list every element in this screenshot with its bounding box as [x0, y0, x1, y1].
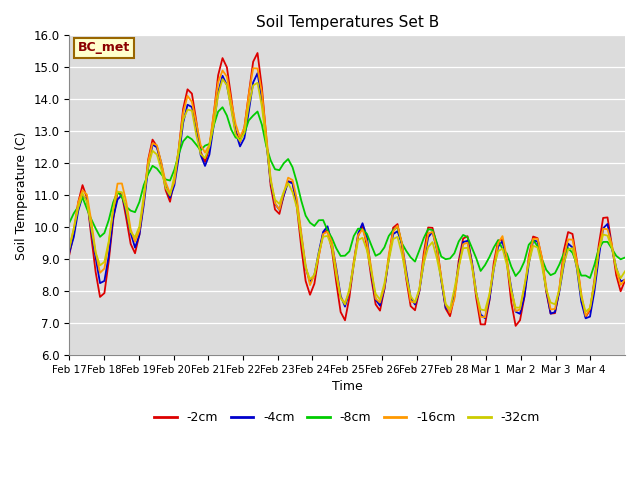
-4cm	[604, 221, 611, 227]
-16cm	[481, 314, 489, 320]
-4cm	[582, 315, 589, 321]
Y-axis label: Soil Temperature (C): Soil Temperature (C)	[15, 131, 28, 260]
-8cm	[604, 239, 611, 245]
-2cm	[604, 215, 611, 220]
Line: -2cm: -2cm	[69, 53, 625, 326]
-32cm	[298, 235, 305, 241]
-16cm	[621, 276, 629, 282]
X-axis label: Time: Time	[332, 381, 363, 394]
-16cm	[358, 227, 366, 232]
-16cm	[65, 244, 73, 250]
-8cm	[621, 255, 629, 261]
-8cm	[547, 272, 554, 278]
-4cm	[298, 232, 305, 238]
-32cm	[65, 245, 73, 251]
-8cm	[219, 104, 227, 110]
-2cm	[201, 159, 209, 165]
-2cm	[298, 244, 305, 250]
-4cm	[276, 207, 284, 213]
-8cm	[298, 198, 305, 204]
-32cm	[582, 309, 589, 314]
-2cm	[65, 252, 73, 257]
Line: -16cm: -16cm	[69, 68, 625, 317]
-2cm	[358, 222, 366, 228]
-8cm	[586, 275, 594, 281]
-4cm	[621, 277, 629, 283]
Line: -32cm: -32cm	[69, 79, 625, 312]
-8cm	[276, 167, 284, 173]
Title: Soil Temperatures Set B: Soil Temperatures Set B	[255, 15, 439, 30]
-2cm	[253, 50, 261, 56]
-32cm	[276, 201, 284, 207]
Text: BC_met: BC_met	[77, 41, 130, 54]
-32cm	[201, 155, 209, 161]
-32cm	[621, 268, 629, 274]
-2cm	[512, 323, 520, 329]
-16cm	[551, 306, 559, 312]
-2cm	[551, 310, 559, 316]
-32cm	[604, 233, 611, 239]
-32cm	[219, 76, 227, 82]
-4cm	[547, 311, 554, 316]
-32cm	[547, 300, 554, 305]
-8cm	[201, 143, 209, 148]
-4cm	[201, 163, 209, 169]
-16cm	[298, 230, 305, 236]
-16cm	[250, 65, 257, 71]
-16cm	[276, 207, 284, 213]
-16cm	[604, 227, 611, 232]
-2cm	[621, 278, 629, 284]
Legend: -2cm, -4cm, -8cm, -16cm, -32cm: -2cm, -4cm, -8cm, -16cm, -32cm	[149, 406, 545, 429]
-4cm	[253, 71, 261, 76]
-8cm	[65, 220, 73, 226]
-8cm	[358, 227, 366, 232]
-4cm	[65, 249, 73, 255]
-32cm	[358, 235, 366, 240]
-4cm	[358, 220, 366, 226]
Line: -8cm: -8cm	[69, 107, 625, 278]
Line: -4cm: -4cm	[69, 73, 625, 318]
-16cm	[201, 150, 209, 156]
-2cm	[276, 211, 284, 217]
